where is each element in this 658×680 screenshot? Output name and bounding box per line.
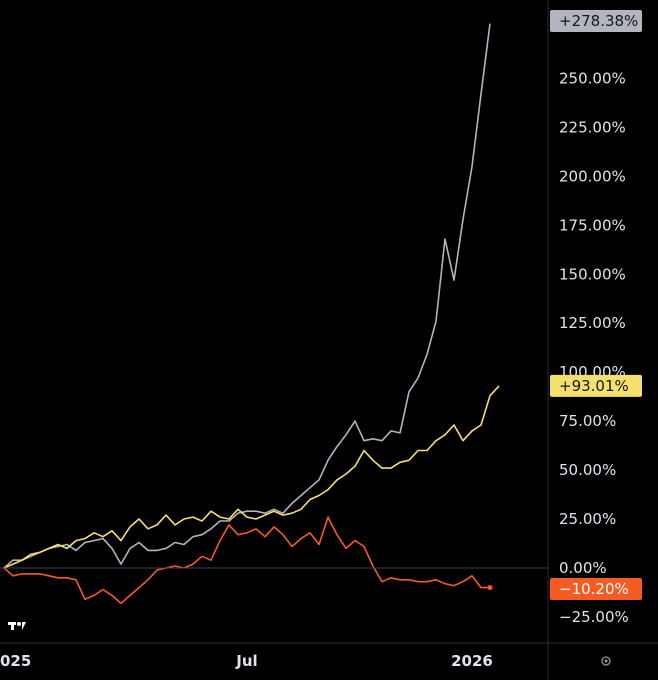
x-tick-label: 2026 <box>451 652 493 670</box>
y-tick-label: −25.00% <box>559 608 629 626</box>
series-line-1 <box>3 23 491 569</box>
series-line-3 <box>3 516 490 605</box>
series-layer <box>3 23 500 605</box>
last-value-badge-1 <box>550 10 642 32</box>
x-tick-label: 025 <box>0 652 31 670</box>
y-tick-label: 250.00% <box>559 69 626 87</box>
x-tick-label: Jul <box>235 652 257 670</box>
y-tick-label: 200.00% <box>559 167 626 185</box>
series-line-2 <box>3 385 500 569</box>
y-tick-label: 75.00% <box>559 412 616 430</box>
last-value-badge-3 <box>550 578 642 600</box>
circle-dot-icon[interactable] <box>601 656 611 666</box>
y-tick-label: 225.00% <box>559 118 626 136</box>
last-value-label-1: +278.38% <box>559 12 638 30</box>
last-value-badges: +278.38% +93.01% −10.20% <box>550 10 642 600</box>
last-value-label-3: −10.20% <box>559 580 629 598</box>
y-tick-label: 150.00% <box>559 265 626 283</box>
y-tick-label: 125.00% <box>559 314 626 332</box>
y-tick-label: 50.00% <box>559 461 616 479</box>
y-tick-label: 0.00% <box>559 559 607 577</box>
last-value-badge-2 <box>550 374 642 397</box>
tradingview-logo-icon <box>8 622 26 630</box>
y-tick-label: 25.00% <box>559 510 616 528</box>
series-end-marker-3 <box>487 585 493 591</box>
y-tick-label: 175.00% <box>559 216 626 234</box>
time-axis: 025 Jul 2026 <box>0 652 493 670</box>
last-value-label-2: +93.01% <box>559 377 629 395</box>
